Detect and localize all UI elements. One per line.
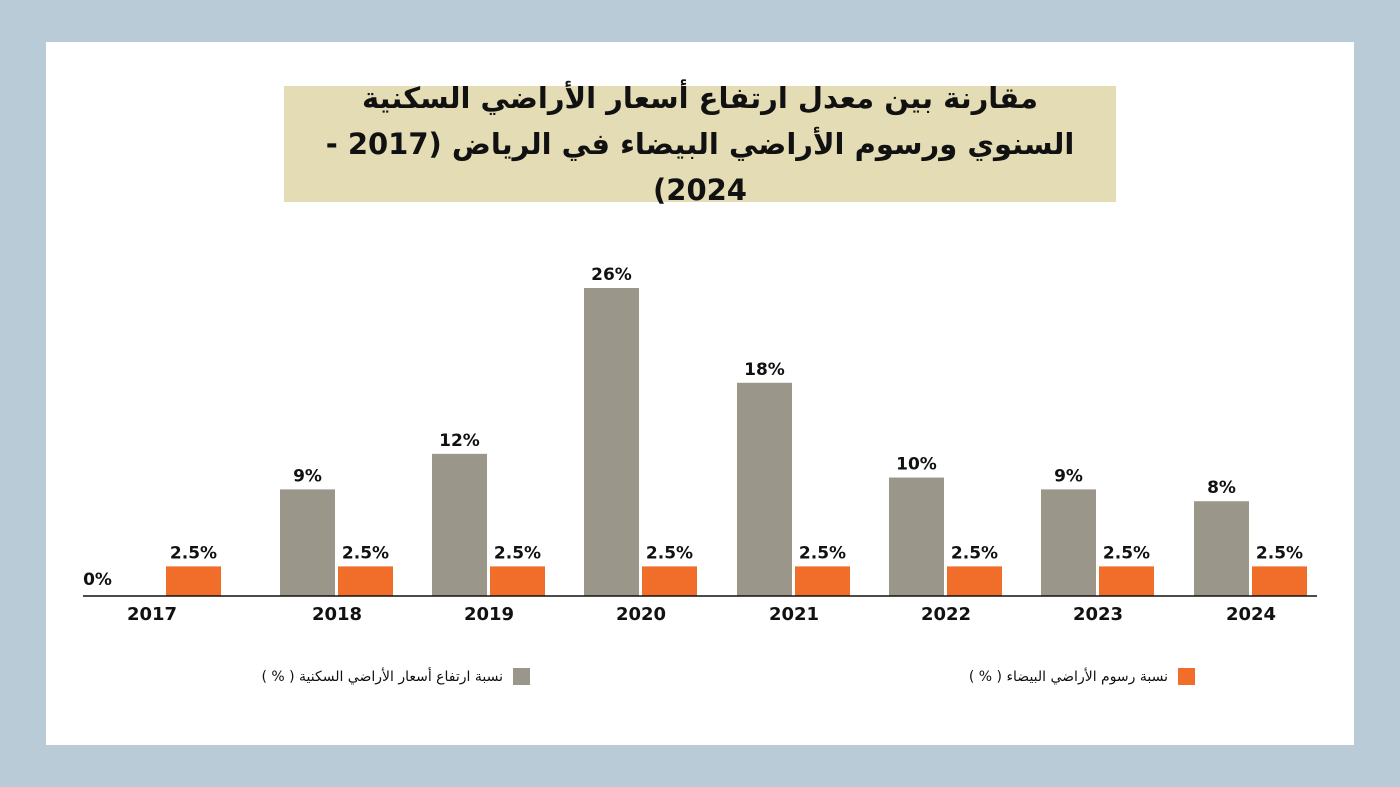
- x-tick-2017: 2017: [127, 604, 177, 625]
- land-price-bar-2019: [432, 453, 487, 596]
- white-land-fee-label-2023: 2.5%: [1103, 543, 1150, 563]
- title-banner: مقارنة بين معدل ارتفاع أسعار الأراضي الس…: [284, 81, 1116, 207]
- white-land-fee-label-2019: 2.5%: [494, 543, 541, 563]
- x-tick-2019: 2019: [464, 604, 514, 625]
- chart-title: مقارنة بين معدل ارتفاع أسعار الأراضي الس…: [325, 81, 1075, 207]
- x-tick-2024: 2024: [1226, 604, 1276, 625]
- x-tick-2022: 2022: [921, 604, 971, 625]
- white-land-fee-label-2020: 2.5%: [646, 543, 693, 563]
- white-land-fee-bar-2021: [795, 566, 850, 596]
- white-land-fee-bar-2022: [947, 566, 1002, 596]
- bars-layer: [166, 288, 1307, 596]
- land-price-label-2022: 10%: [896, 455, 937, 475]
- white-land-fee-bar-2020: [642, 566, 697, 596]
- land-price-label-2017: 0%: [83, 570, 112, 590]
- white-land-fee-label-2022: 2.5%: [951, 543, 998, 563]
- labels-layer: 0% 2.5% 2017 9% 2.5% 2018 12% 2.5% 2019 26% 2.5% 20…: [83, 265, 1303, 625]
- legend-land-price: نسبة ارتفاع أسعار الأراضي السكنية ( % ): [230, 668, 530, 685]
- land-price-bar-2022: [889, 477, 944, 596]
- white-land-fee-label-2024: 2.5%: [1256, 543, 1303, 563]
- land-price-bar-2018: [280, 489, 335, 596]
- white-land-fee-label-2018: 2.5%: [342, 543, 389, 563]
- x-tick-2020: 2020: [616, 604, 666, 625]
- land-price-label-2023: 9%: [1054, 466, 1083, 486]
- white-land-fee-label-2017: 2.5%: [170, 543, 217, 563]
- x-tick-2023: 2023: [1073, 604, 1123, 625]
- white-land-fee-bar-2023: [1099, 566, 1154, 596]
- land-price-label-2018: 9%: [293, 466, 322, 486]
- x-tick-2021: 2021: [769, 604, 819, 625]
- white-land-fee-bar-2019: [490, 566, 545, 596]
- land-price-label-2021: 18%: [744, 360, 785, 380]
- land-price-label-2019: 12%: [439, 431, 480, 451]
- x-tick-2018: 2018: [312, 604, 362, 625]
- legend-land-price-label: نسبة ارتفاع أسعار الأراضي السكنية ( % ): [261, 668, 503, 685]
- legend-white-land-fee-label: نسبة رسوم الأراضي البيضاء ( % ): [968, 668, 1168, 685]
- land-price-bar-2021: [737, 382, 792, 596]
- land-price-bar-2024: [1194, 501, 1249, 596]
- land-price-bar-2020: [584, 288, 639, 596]
- land-price-label-2020: 26%: [591, 265, 632, 285]
- legend-white-land-fee-swatch: [1178, 668, 1195, 685]
- white-land-fee-bar-2024: [1252, 566, 1307, 596]
- white-land-fee-bar-2018: [338, 566, 393, 596]
- legend-white-land-fee: نسبة رسوم الأراضي البيضاء ( % ): [935, 668, 1195, 685]
- white-land-fee-label-2021: 2.5%: [799, 543, 846, 563]
- land-price-bar-2023: [1041, 489, 1096, 596]
- white-land-fee-bar-2017: [166, 566, 221, 596]
- land-price-label-2024: 8%: [1207, 478, 1236, 498]
- legend-land-price-swatch: [513, 668, 530, 685]
